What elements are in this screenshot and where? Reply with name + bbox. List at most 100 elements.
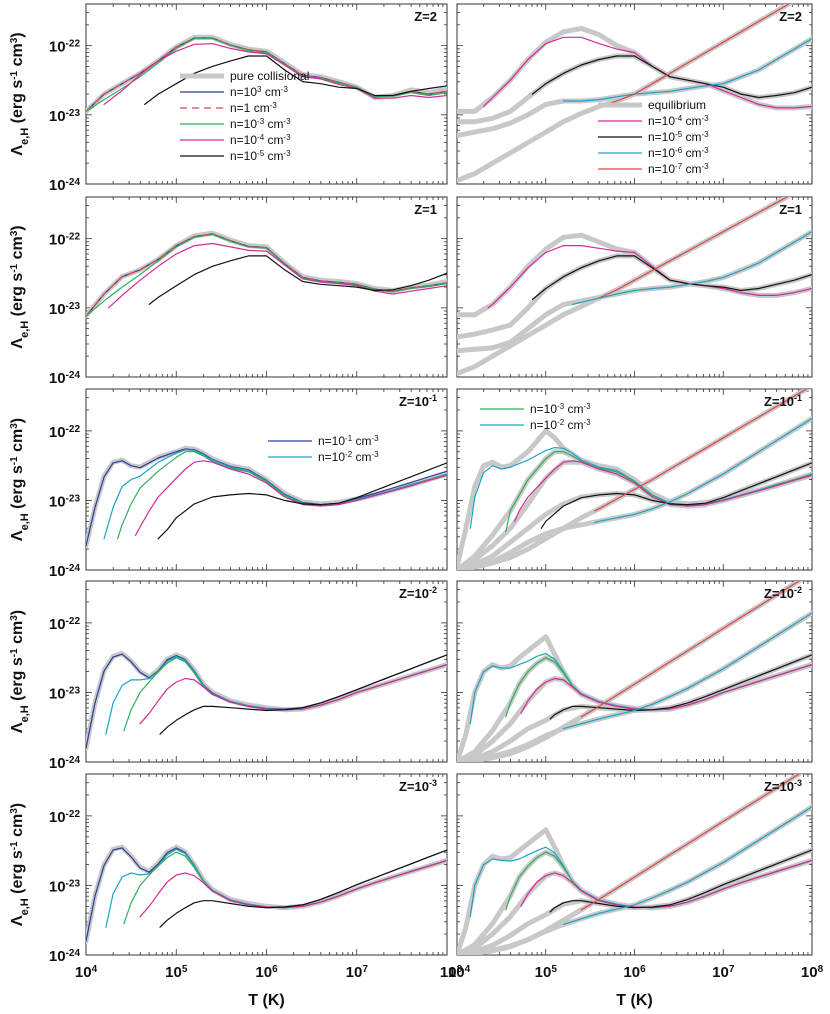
tick-marks [85,3,448,185]
panel-frame [85,773,448,956]
x-tick-label: 107 [346,964,369,982]
series-group [86,651,447,751]
series-line-n-10-4-cm-3 [520,663,812,714]
panel-left-z02: Z=10-2 10-24 10-23 10-22 [49,580,448,773]
series-line-n-10-4-cm-3 [103,42,447,106]
legend-entry: n=10-2 cm-3 [318,450,379,465]
series-line-n-10-5-cm-3 [549,654,812,720]
series-line-n-10-6-cm-3 [571,231,812,305]
y-tick-label: 10-23 [49,493,81,511]
legend-entry: n=10-1 cm-3 [318,434,379,449]
legend: equilibrium n=10-4 cm-3n=10-5 cm-3n=10-6 … [598,98,709,176]
legend-entry: n=10-2 cm-3 [530,418,591,433]
legend-entry: n=10-4 cm-3 [230,133,291,148]
panel-metallicity-label: Z=10-1 [764,393,802,409]
series-group [86,445,447,549]
panel-frame [85,580,448,763]
series-line-n-10-4-cm-3 [139,663,447,725]
y-axis-label: Λe,H (erg s-1 cm3) [9,225,32,348]
panel-right-z02: Z=10-2 [456,580,813,763]
y-axis-label: Λe,H (erg s-1 cm3) [9,803,32,926]
series-line-n-10-7-cm-3 [598,197,789,299]
series-line-n-10-6-cm-3 [562,612,812,730]
series-line-n-10-4-cm-3 [514,460,812,522]
y-tick-label: 10-23 [49,300,81,318]
panel-left-z03: Z=10-3 104 105 106 107 108 10-24 10-23 10-22 [49,773,463,982]
y-tick-label: 10-22 [49,423,81,441]
x-axis-label: T (K) [248,992,284,1009]
panel-metallicity-label: Z=1 [414,202,437,217]
y-tick-label: 10-24 [49,177,81,195]
y-tick-label: 10-22 [49,38,81,56]
panel-metallicity-label: Z=10-2 [764,585,802,601]
series-line-n-10-6-cm-3 [562,38,812,102]
series-line-n-10-7-cm-3 [580,774,801,911]
series-line-n-10-1-cm-3 [86,448,447,547]
y-tick-label: 10-23 [49,878,81,896]
panel-metallicity-label: Z=10-3 [399,778,437,794]
series-line-n-10-2-cm-3 [103,449,447,540]
x-tick-label: 107 [712,964,735,982]
legend-entry: pure collisional [230,69,309,83]
legend: pure collisional n=103 cm-3n=1 cm-3n=10-3… [180,69,309,163]
series-line-n-10-4-cm-3 [487,245,812,309]
y-axis-label: Λe,H (erg s-1 cm3) [9,32,32,155]
x-tick-label: 108 [801,964,824,982]
panel-metallicity-label: Z=10-1 [399,393,437,409]
y-tick-label: 10-24 [49,755,81,773]
x-tick-label: 105 [535,964,558,982]
series-line-n-10-4-cm-3 [107,242,447,309]
y-tick-label: 10-22 [49,615,81,633]
series-line-n-10-2-cm-3 [469,447,812,529]
y-tick-label: 10-23 [49,685,81,703]
x-tick-label: 105 [165,964,188,982]
panel-metallicity-label: Z=1 [779,202,802,217]
series-line-n-10-5-cm-3 [549,849,812,913]
panel-left-z01: Z=10-1 10-24 10-23 10-22 n=10-1 cm-3n=10-2 c… [49,388,448,581]
series-group [457,774,812,955]
panel-metallicity-label: Z=10-3 [764,778,802,794]
tick-marks [85,773,448,956]
legend-entry: n=10-3 cm-3 [230,117,291,132]
x-tick-label: 108 [440,964,463,982]
series-line-n-10-5-cm-3 [531,55,812,99]
series-group [457,4,812,183]
series-line-n-10-3-cm-3 [86,38,447,113]
legend-entry: n=10-3 cm-3 [530,402,591,417]
legend: n=10-3 cm-3n=10-2 cm-3 [480,402,591,433]
series-line-n-10-5-cm-3 [148,255,447,305]
legend-entry: n=103 cm-3 [230,85,288,100]
series-group [457,581,812,762]
legend-entry: n=10-5 cm-3 [230,149,291,164]
series-line-n-10-5-cm-3 [159,654,447,735]
y-tick-label: 10-22 [49,231,81,249]
series-line-n-10-4-cm-3 [139,859,447,918]
legend: n=10-1 cm-3n=10-2 cm-3 [268,434,379,465]
y-tick-label: 10-22 [49,808,81,826]
series-line-n-10-4-cm-3 [483,36,812,109]
series-line-n-10-5-cm-3 [531,255,812,301]
legend-entry: n=10-7 cm-3 [648,162,709,177]
series-line-n-10-4-cm-3 [135,460,447,536]
series-line-n-10-3-cm-3 [86,233,447,317]
x-tick-label: 104 [448,964,471,982]
tick-marks [85,580,448,763]
legend-entry: n=10-6 cm-3 [648,146,709,161]
x-axis-label: T (K) [616,992,652,1009]
series-line-n-10-7-cm-3 [593,389,808,512]
series-line-n-10-6-cm-3 [593,417,812,524]
panel-metallicity-label: Z=2 [414,9,437,24]
x-tick-label: 104 [75,964,98,982]
series-line-n-10-7-cm-3 [607,4,790,105]
y-tick-label: 10-24 [49,563,81,581]
series-line-n-10-5-cm-3 [540,462,812,529]
series-group [457,389,812,570]
series-group [86,844,447,944]
x-tick-label: 106 [255,964,278,982]
x-tick-label: 106 [623,964,646,982]
tick-marks [85,196,448,378]
panel-left-z2: Z=2 10-24 10-23 10-22 pure collisional n=103 … [49,3,448,195]
series-line-n-10-5-cm-3 [159,849,447,928]
